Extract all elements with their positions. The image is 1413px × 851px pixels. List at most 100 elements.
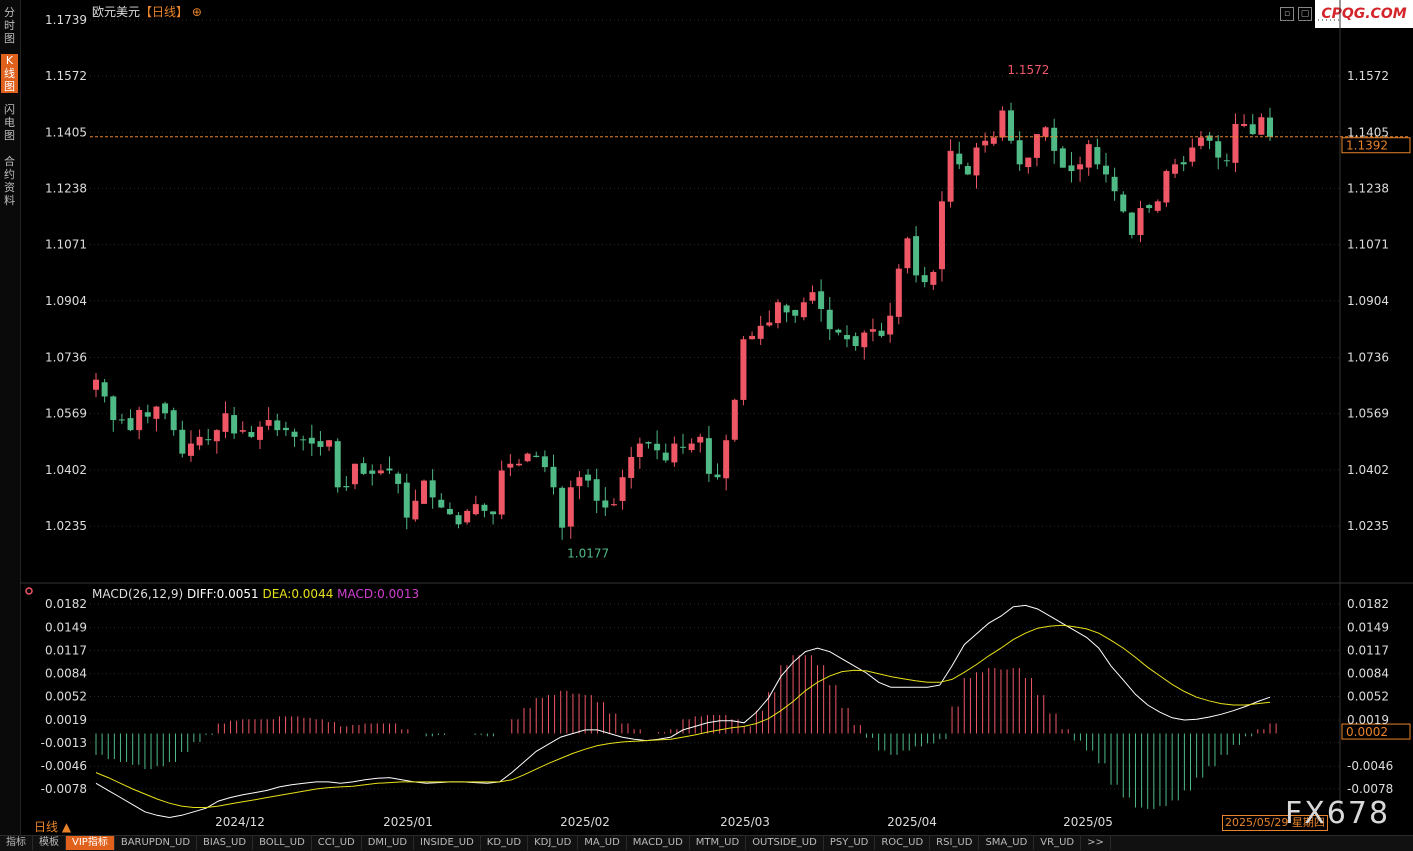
date-tick: 2025/02	[560, 815, 610, 829]
price-tick-left: 1.0736	[45, 350, 87, 364]
candle-body	[101, 382, 108, 397]
diff-line	[95, 604, 1271, 819]
price-tick-right: 1.0904	[1347, 294, 1389, 308]
indicator-tab-4[interactable]: BIAS_UD	[197, 836, 254, 850]
candle-body	[1206, 135, 1213, 141]
tab-time-chart[interactable]: 分时图	[4, 6, 15, 45]
candle-body	[351, 463, 358, 485]
dea-legend: DEA:0.0044	[262, 587, 334, 601]
tab-contract-info[interactable]: 合约资料	[4, 155, 15, 207]
indicator-tab-6[interactable]: CCI_UD	[312, 836, 362, 850]
macd-axis: 0.0182 0.0149 0.0117 0.0084 0.0052 0.0019 -0.0…	[41, 597, 1394, 796]
indicator-tab-18[interactable]: SMA_UD	[979, 836, 1035, 850]
candle-body	[265, 420, 272, 426]
candle-body	[749, 335, 756, 340]
macd-close-icon	[25, 587, 33, 595]
period-label[interactable]: 【日线】	[140, 5, 189, 19]
candle-body	[326, 440, 333, 447]
candle-body	[800, 302, 807, 318]
price-tick-left: 1.1071	[45, 238, 87, 252]
date-tick: 2025/05	[1063, 815, 1113, 829]
candle-body	[740, 339, 747, 400]
indicator-tab-15[interactable]: PSY_UD	[824, 836, 876, 850]
indicator-tab-20[interactable]: >>	[1081, 836, 1111, 850]
candle-body	[1085, 144, 1092, 168]
indicator-tab-14[interactable]: OUTSIDE_UD	[746, 836, 824, 850]
candle-body	[1137, 208, 1144, 236]
candle-body	[921, 275, 928, 283]
candle-body	[170, 410, 177, 431]
candle-body	[714, 474, 721, 478]
indicator-tab-9[interactable]: KD_UD	[481, 836, 529, 850]
maximize-icon[interactable]: ▢	[1298, 7, 1312, 21]
candle-body	[196, 436, 203, 446]
macd-tick-left: -0.0013	[41, 736, 87, 750]
candle-body	[455, 515, 462, 525]
date-axis: 2024/12 2025/01 2025/02 2025/03 2025/04 2025/…	[215, 815, 1113, 829]
candle-body	[1102, 165, 1109, 175]
indicator-tab-12[interactable]: MACD_UD	[627, 836, 690, 850]
candle-body	[1241, 123, 1248, 126]
candle-body	[1025, 157, 1032, 168]
indicator-tab-17[interactable]: RSI_UD	[930, 836, 980, 850]
bottom-period-label[interactable]: 日线 ▲	[34, 820, 72, 834]
candle-body	[1033, 134, 1040, 158]
macd-tick-left: -0.0078	[41, 782, 87, 796]
candle-body	[162, 403, 169, 414]
tab-kline-chart[interactable]: K线图	[1, 54, 18, 93]
candle-body	[1059, 148, 1066, 168]
macd-tick-left: 0.0182	[45, 597, 87, 611]
indicator-tab-10[interactable]: KDJ_UD	[528, 836, 579, 850]
candle-body	[343, 486, 350, 488]
indicator-tab-11[interactable]: MA_UD	[578, 836, 627, 850]
dea-line	[95, 624, 1271, 808]
candle-body	[524, 453, 531, 462]
plus-circle-icon[interactable]: ⊕	[191, 5, 202, 19]
candle-body	[1197, 137, 1204, 146]
candle-body	[869, 329, 876, 332]
tab-flash-chart[interactable]: 闪电图	[4, 103, 15, 142]
candle-body	[895, 268, 902, 317]
indicator-tab-3[interactable]: BARUPDN_UD	[115, 836, 198, 850]
macd-tick-left: 0.0019	[45, 713, 87, 727]
candle-body	[472, 504, 479, 515]
indicator-tab-5[interactable]: BOLL_UD	[253, 836, 312, 850]
candle-body	[205, 439, 212, 441]
candle-body	[731, 399, 738, 440]
candle-body	[844, 335, 851, 340]
candle-body	[723, 440, 730, 479]
indicator-tab-2[interactable]: VIP指标	[66, 836, 115, 850]
candle-body	[636, 443, 643, 458]
candle-body	[766, 322, 773, 326]
date-tick: 2025/04	[887, 815, 937, 829]
indicator-tab-13[interactable]: MTM_UD	[690, 836, 747, 850]
candle-body	[757, 325, 764, 339]
candle-body	[973, 147, 980, 176]
price-tick-right: 1.1071	[1347, 238, 1389, 252]
candle-body	[446, 508, 453, 515]
candle-body	[982, 140, 989, 146]
macd-current-box	[1341, 723, 1411, 740]
candle-body	[127, 418, 134, 431]
indicator-tab-0[interactable]: 指标	[0, 836, 33, 850]
indicator-tab-7[interactable]: DMI_UD	[362, 836, 415, 850]
price-tick-right: 1.0402	[1347, 463, 1389, 477]
candle-body	[1094, 147, 1101, 165]
indicator-tab-19[interactable]: VR_UD	[1034, 836, 1082, 850]
indicator-tab-8[interactable]: INSIDE_UD	[414, 836, 481, 850]
candle-body	[377, 470, 384, 474]
cursor-date-label: 2025/05/29 星期四	[1222, 815, 1328, 831]
min-price-label: 1.0177	[567, 547, 609, 561]
macd-value-legend: MACD:0.0013	[337, 587, 420, 601]
candle-body	[654, 443, 661, 451]
indicator-tab-1[interactable]: 模板	[33, 836, 66, 850]
candle-body	[809, 292, 816, 301]
candle-body	[136, 409, 143, 431]
candle-body	[231, 415, 238, 434]
candle-body	[1267, 117, 1273, 137]
indicator-tab-16[interactable]: ROC_UD	[875, 836, 931, 850]
price-tick-left: 1.1238	[45, 182, 87, 196]
candle-body	[1008, 110, 1015, 141]
candle-body	[835, 329, 842, 333]
